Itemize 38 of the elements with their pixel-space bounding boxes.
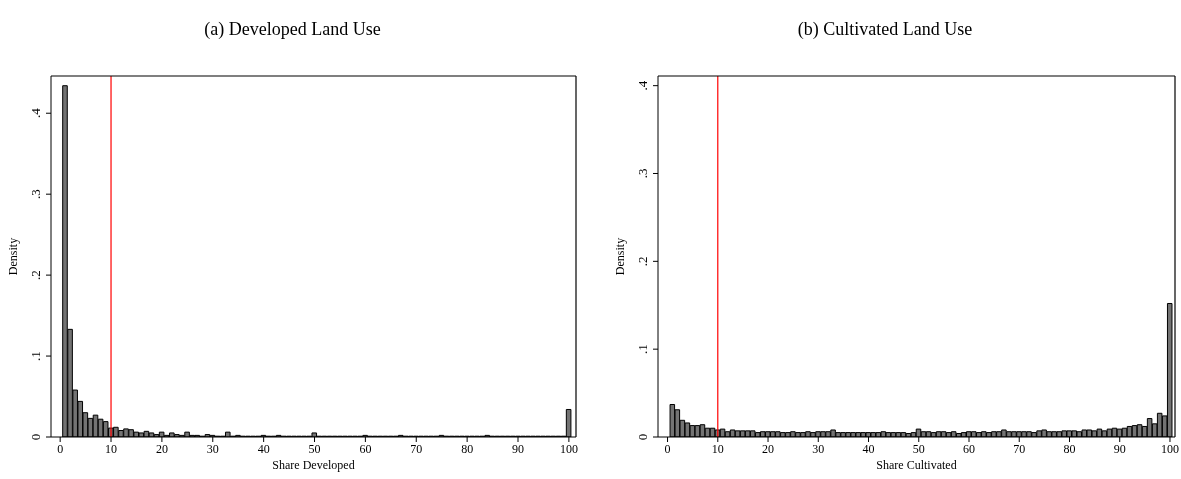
y-tick-label: .2 bbox=[28, 270, 43, 280]
chart-title: (a) Developed Land Use bbox=[203, 18, 382, 41]
x-tick-label: 10 bbox=[105, 441, 118, 456]
x-tick-label: 30 bbox=[812, 441, 825, 456]
x-tick-label: 0 bbox=[57, 441, 64, 456]
y-tick-label: .1 bbox=[635, 344, 650, 355]
x-tick-label: 70 bbox=[1013, 441, 1026, 456]
x-tick-label: 60 bbox=[963, 441, 975, 456]
y-axis-title: Density bbox=[6, 237, 21, 276]
x-tick-label: 40 bbox=[257, 441, 270, 456]
x-tick-label: 50 bbox=[308, 441, 321, 456]
chart-title: (b) Cultivated Land Use bbox=[796, 18, 974, 41]
x-tick-label: 70 bbox=[410, 441, 423, 456]
y-tick-label: .3 bbox=[28, 189, 43, 200]
y-tick-label: .3 bbox=[635, 168, 650, 179]
x-tick-label: 40 bbox=[862, 441, 875, 456]
x-tick-label: 30 bbox=[206, 441, 219, 456]
x-tick-label: 20 bbox=[155, 441, 168, 456]
x-tick-label: 100 bbox=[559, 441, 578, 456]
x-tick-label: 20 bbox=[762, 441, 775, 456]
x-tick-label: 80 bbox=[461, 441, 474, 456]
x-tick-label: 80 bbox=[1063, 441, 1076, 456]
y-tick-label: .1 bbox=[28, 351, 43, 361]
y-tick-label: .4 bbox=[28, 107, 43, 119]
y-tick-label: 0 bbox=[28, 433, 43, 441]
x-tick-label: 50 bbox=[912, 441, 925, 456]
y-tick-label: 0 bbox=[635, 433, 650, 441]
y-axis-title: Density bbox=[613, 237, 628, 276]
x-axis-title: Share Developed bbox=[272, 458, 355, 472]
x-tick-label: 10 bbox=[711, 441, 724, 456]
x-tick-label: 90 bbox=[512, 441, 525, 456]
x-tick-label: 100 bbox=[1160, 441, 1179, 456]
y-tick-label: .2 bbox=[635, 256, 650, 267]
y-tick-label: .4 bbox=[635, 80, 650, 91]
x-tick-label: 0 bbox=[664, 441, 671, 456]
x-tick-label: 60 bbox=[359, 441, 372, 456]
x-axis-title: Share Cultivated bbox=[876, 458, 957, 472]
x-tick-label: 90 bbox=[1113, 441, 1126, 456]
